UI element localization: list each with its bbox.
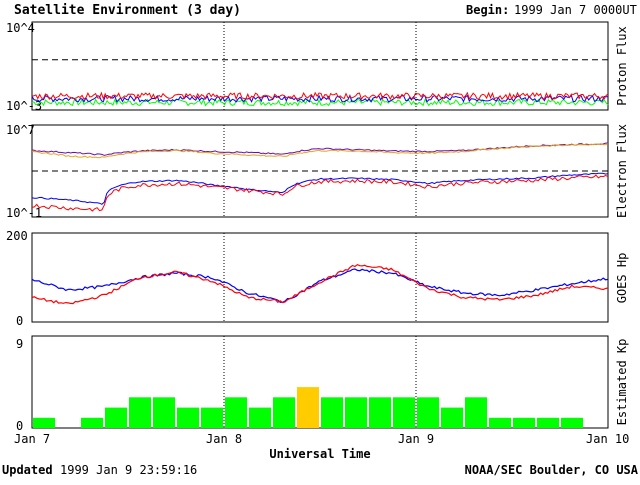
kp-bar (201, 407, 223, 428)
proton-panel (31, 21, 609, 111)
xtick-jan10: Jan 10 (586, 432, 629, 446)
electron-ylabel: Electron Flux (615, 124, 629, 218)
proton-ytick-top: 10^4 (6, 21, 35, 35)
xtick-jan8: Jan 8 (206, 432, 242, 446)
kp-bar (321, 397, 343, 428)
kp-bar (249, 407, 271, 428)
kp-ytick-top: 9 (16, 337, 23, 351)
proton-series-red (31, 91, 609, 101)
kp-bar (297, 387, 319, 428)
xtick-jan9: Jan 9 (398, 432, 434, 446)
begin-value: 1999 Jan 7 0000UT (514, 3, 637, 17)
electron-ytick-top: 10^7 (6, 123, 35, 137)
kp-bar (369, 397, 391, 428)
kp-bar (417, 397, 439, 428)
electron-panel (31, 124, 609, 218)
xlabel: Universal Time (269, 447, 370, 461)
kp-bar (345, 397, 367, 428)
xtick-jan7: Jan 7 (14, 432, 50, 446)
kp-bar (33, 417, 55, 428)
kp-bar (393, 397, 415, 428)
kp-bar (105, 407, 127, 428)
kp-bar (177, 407, 199, 428)
goes-ylabel: GOES Hp (615, 253, 629, 304)
kp-bar (465, 397, 487, 428)
goes-ytick-top: 200 (6, 229, 28, 243)
goes-panel (31, 232, 609, 323)
updated-value: 1999 Jan 9 23:59:16 (60, 463, 197, 477)
goes-series-red (31, 264, 609, 305)
electron-series-red (31, 174, 609, 212)
kp-bar (489, 417, 511, 428)
kp-bar (441, 407, 463, 428)
goes-series-blue (31, 268, 609, 303)
updated-label: Updated (2, 463, 53, 477)
proton-ylabel: Proton Flux (615, 26, 629, 105)
kp-bar (129, 397, 151, 428)
kp-panel (31, 335, 609, 429)
kp-ylabel: Estimated Kp (615, 339, 629, 426)
electron-ytick-bottom: 10^-1 (6, 206, 42, 220)
electron-series-blue (31, 172, 609, 205)
kp-bar (81, 417, 103, 428)
electron-series-orange (31, 143, 609, 159)
begin-label: Begin: (466, 3, 509, 17)
kp-bar (561, 417, 583, 428)
goes-ytick-bottom: 0 (16, 314, 23, 328)
proton-ytick-bottom: 10^-3 (6, 99, 42, 113)
chart-title: Satellite Environment (3 day) (14, 3, 241, 18)
kp-bar (513, 417, 535, 428)
proton-series-green (31, 98, 609, 107)
kp-bar (273, 397, 295, 428)
kp-bar (537, 417, 559, 428)
kp-bar (225, 397, 247, 428)
kp-ytick-bottom: 0 (16, 419, 23, 433)
kp-bar (153, 397, 175, 428)
electron-series-purple (31, 142, 609, 156)
credit: NOAA/SEC Boulder, CO USA (465, 463, 639, 477)
